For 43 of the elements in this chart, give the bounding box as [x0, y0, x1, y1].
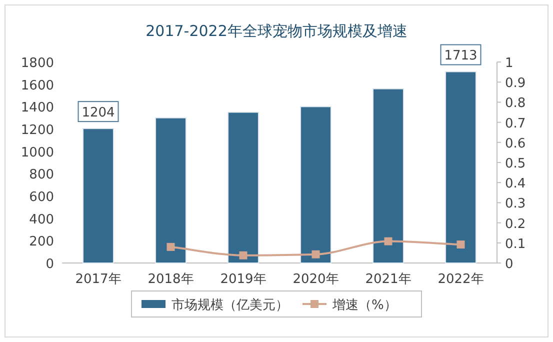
- point: [384, 237, 392, 246]
- point: [312, 250, 320, 258]
- y2-tick-label: 0.9: [505, 76, 526, 92]
- y2-tick-label: 0.4: [505, 176, 526, 192]
- y-tick-label: 800: [29, 168, 54, 183]
- bar: [155, 117, 186, 264]
- y-tick-label: 1800: [20, 56, 54, 71]
- bar: [228, 112, 259, 264]
- data-label: 1204: [82, 106, 115, 121]
- chart-title: 2017-2022年全球宠物市场规模及增速: [146, 22, 408, 40]
- point: [456, 240, 465, 249]
- y-tick-label: 600: [29, 190, 54, 205]
- x-tick-label: 2021年: [365, 272, 412, 287]
- y-tick-label: 0: [46, 257, 54, 272]
- point: [166, 242, 175, 251]
- bar: [82, 128, 114, 264]
- point: [239, 251, 248, 260]
- y2-tick-label: 0.7: [505, 116, 526, 132]
- y-tick-label: 1200: [20, 123, 54, 138]
- x-tick-label: 2020年: [292, 272, 339, 287]
- data-label: 1713: [444, 48, 478, 64]
- y2-tick-label: 0.3: [505, 196, 526, 212]
- x-tick-label: 2022年: [438, 272, 484, 287]
- y-tick-label: 400: [29, 212, 54, 228]
- y2-tick-label: 0.6: [505, 136, 526, 152]
- y2-tick-label: 0.2: [505, 216, 526, 232]
- x-tick-label: 2017年: [75, 272, 122, 287]
- bar: [372, 88, 404, 264]
- y2-tick-label: 0: [505, 257, 514, 272]
- y2-tick-label: 0.1: [505, 236, 526, 252]
- legend-label: 市场规模（亿美元）: [172, 297, 288, 313]
- bar: [300, 106, 332, 264]
- bar: [445, 71, 476, 264]
- y-tick-label: 1400: [20, 100, 54, 116]
- x-tick-label: 2019年: [220, 272, 266, 287]
- y-tick-label: 200: [29, 234, 54, 250]
- y2-tick-label: 0.5: [505, 156, 526, 172]
- legend-label: 增速（%）: [332, 298, 397, 313]
- y-tick-label: 1600: [20, 78, 54, 94]
- y2-tick-label: 1: [505, 56, 514, 71]
- y-tick-label: 1000: [20, 145, 54, 160]
- x-tick-label: 2018年: [148, 272, 194, 287]
- y2-tick-label: 0.8: [505, 96, 526, 112]
